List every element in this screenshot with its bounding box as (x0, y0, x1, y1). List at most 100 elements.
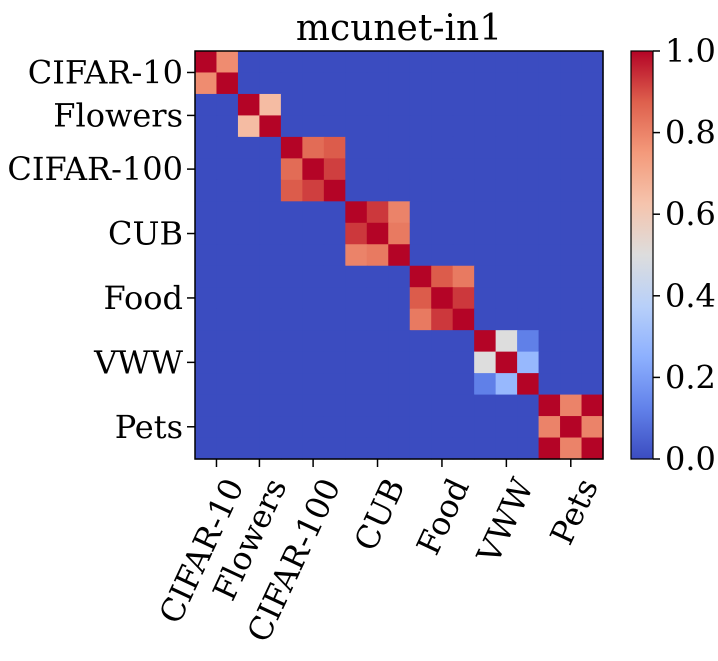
heatmap-cell (366, 416, 389, 439)
plot-frame (194, 50, 604, 460)
heatmap-cell (517, 158, 540, 181)
heatmap-cell (280, 201, 303, 224)
heatmap-cell (302, 351, 325, 374)
colorbar-ticks: 0.0 0.2 0.4 0.6 0.8 1.0 (653, 32, 716, 478)
heatmap-cell (474, 330, 497, 353)
heatmap-cell (259, 351, 282, 374)
heatmap-cell (323, 158, 346, 181)
heatmap-cell (538, 308, 561, 331)
heatmap-cell (452, 93, 475, 117)
heatmap-cell (431, 394, 454, 417)
heatmap-cell (280, 265, 303, 288)
heatmap-cell (517, 201, 540, 224)
heatmap-cell (237, 179, 261, 202)
heatmap-cell (366, 136, 389, 159)
heatmap-cell (517, 115, 540, 138)
heatmap-cell (474, 179, 497, 202)
heatmap-cell (409, 93, 432, 117)
heatmap-cell (237, 437, 261, 460)
heatmap-cell (495, 437, 518, 460)
heatmap-cell (560, 93, 583, 117)
heatmap-cell (431, 244, 454, 267)
heatmap-cell (474, 265, 497, 288)
heatmap-cell (474, 93, 497, 117)
heatmap-cell (366, 222, 389, 245)
heatmap-cell (366, 244, 389, 267)
heatmap-cell (302, 115, 325, 138)
heatmap-cell (538, 416, 561, 439)
heatmap-cell (495, 222, 518, 245)
heatmap-cell (474, 72, 497, 95)
heatmap-cell (345, 416, 368, 439)
heatmap-cell (345, 351, 368, 374)
heatmap-cell (216, 115, 239, 138)
heatmap-cell (302, 416, 325, 439)
heatmap-cell (345, 330, 368, 353)
heatmap-cell (216, 351, 239, 374)
heatmap-cell (366, 265, 389, 288)
heatmap-cell (581, 222, 604, 245)
heatmap-cell (388, 394, 411, 417)
heatmap-cell (280, 330, 303, 353)
heatmap-cell (216, 222, 239, 245)
heatmap-cell (216, 287, 239, 310)
heatmap-cell (195, 244, 218, 267)
heatmap-cell (302, 287, 325, 310)
heatmap-cell (452, 351, 475, 374)
heatmap-cell (517, 51, 540, 74)
heatmap-cell (538, 265, 561, 288)
heatmap-cell (259, 158, 282, 181)
heatmap-cell (366, 308, 389, 331)
heatmap-cell (280, 158, 303, 181)
heatmap-cell (280, 222, 303, 245)
heatmap-cell (560, 222, 583, 245)
heatmap-cell (431, 308, 454, 331)
heatmap-cell (560, 201, 583, 224)
heatmap-cell (409, 158, 432, 181)
colorbar (630, 50, 654, 460)
heatmap-cell (280, 373, 303, 396)
heatmap-cell (538, 287, 561, 310)
heatmap-cell (195, 394, 218, 417)
heatmap-cell (517, 373, 540, 396)
heatmap-cell (560, 244, 583, 267)
colorbar-tick-label: 0.2 (665, 358, 716, 396)
colorbar-tick-label: 0.0 (665, 440, 716, 478)
y-tick-label: Food (104, 279, 183, 317)
heatmap-cell (495, 93, 518, 117)
heatmap-cell (452, 222, 475, 245)
heatmap-cell (581, 201, 604, 224)
heatmap-cell (581, 330, 604, 353)
heatmap-cell (237, 115, 261, 138)
y-axis-ticks: CIFAR-10 Flowers CIFAR-100 CUB Food VWW Pets (7, 53, 195, 446)
heatmap-cell (474, 115, 497, 138)
heatmap-cell (237, 136, 261, 159)
heatmap-cell (431, 72, 454, 95)
heatmap-cell (323, 373, 346, 396)
heatmap-cell (345, 437, 368, 460)
heatmap-cell (474, 244, 497, 267)
heatmap-cell (345, 308, 368, 331)
heatmap-cell (323, 51, 346, 74)
heatmap-cell (495, 136, 518, 159)
heatmap-cell (323, 308, 346, 331)
heatmap-cell (366, 201, 389, 224)
heatmap-cell (323, 201, 346, 224)
heatmap-cell (409, 115, 432, 138)
heatmap-cell (452, 136, 475, 159)
heatmap-cell (560, 179, 583, 202)
heatmap-cell (195, 416, 218, 439)
heatmap-cell (195, 51, 218, 74)
heatmap-cell (581, 308, 604, 331)
heatmap-cell (237, 51, 261, 74)
heatmap-cell (345, 51, 368, 74)
heatmap-cell (195, 308, 218, 331)
heatmap-cell (259, 330, 282, 353)
heatmap-cell (388, 115, 411, 138)
heatmap-cell (302, 93, 325, 117)
heatmap-cell (195, 158, 218, 181)
heatmap-cell (560, 115, 583, 138)
heatmap-cell (195, 373, 218, 396)
heatmap-cell (388, 72, 411, 95)
